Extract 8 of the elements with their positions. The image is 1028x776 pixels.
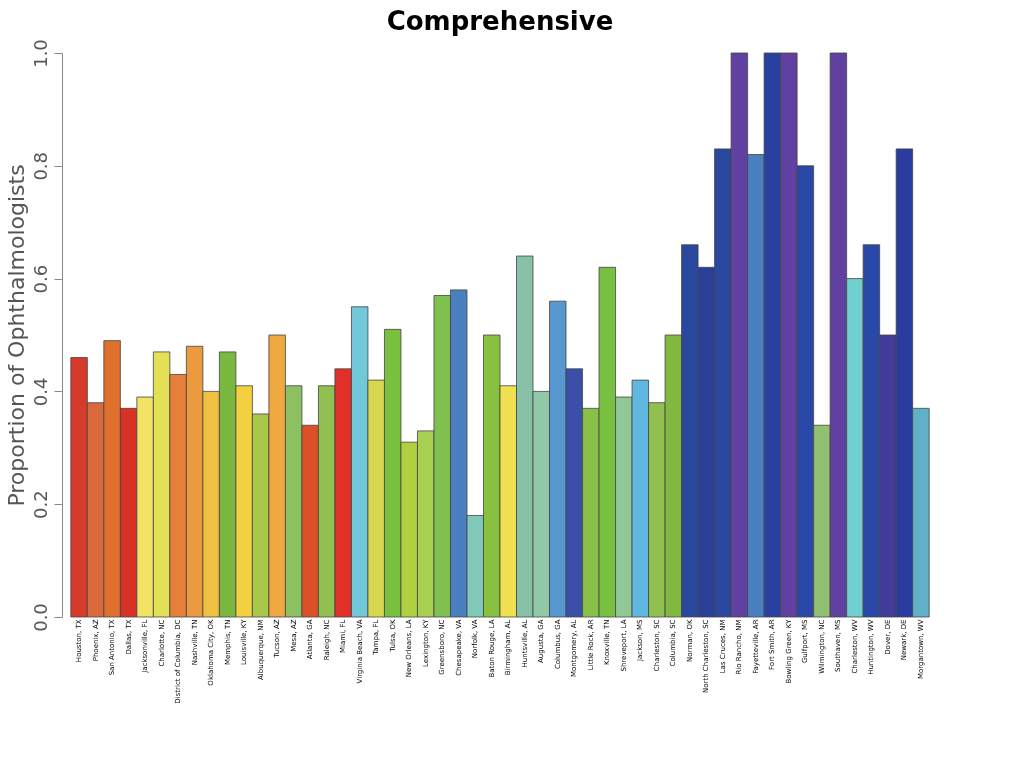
- y-tick-label: 0.2: [29, 490, 51, 520]
- chart-title: Comprehensive: [386, 5, 614, 36]
- y-tick-label: 0.0: [29, 603, 51, 632]
- y-tick-label: 0.6: [29, 264, 51, 294]
- y-tick-label: 0.8: [29, 151, 51, 181]
- y-tick-label: 0.4: [29, 377, 51, 407]
- y-tick-label: 1.0: [29, 39, 51, 68]
- y-axis-title: Proportion of Ophthalmologists: [3, 164, 29, 507]
